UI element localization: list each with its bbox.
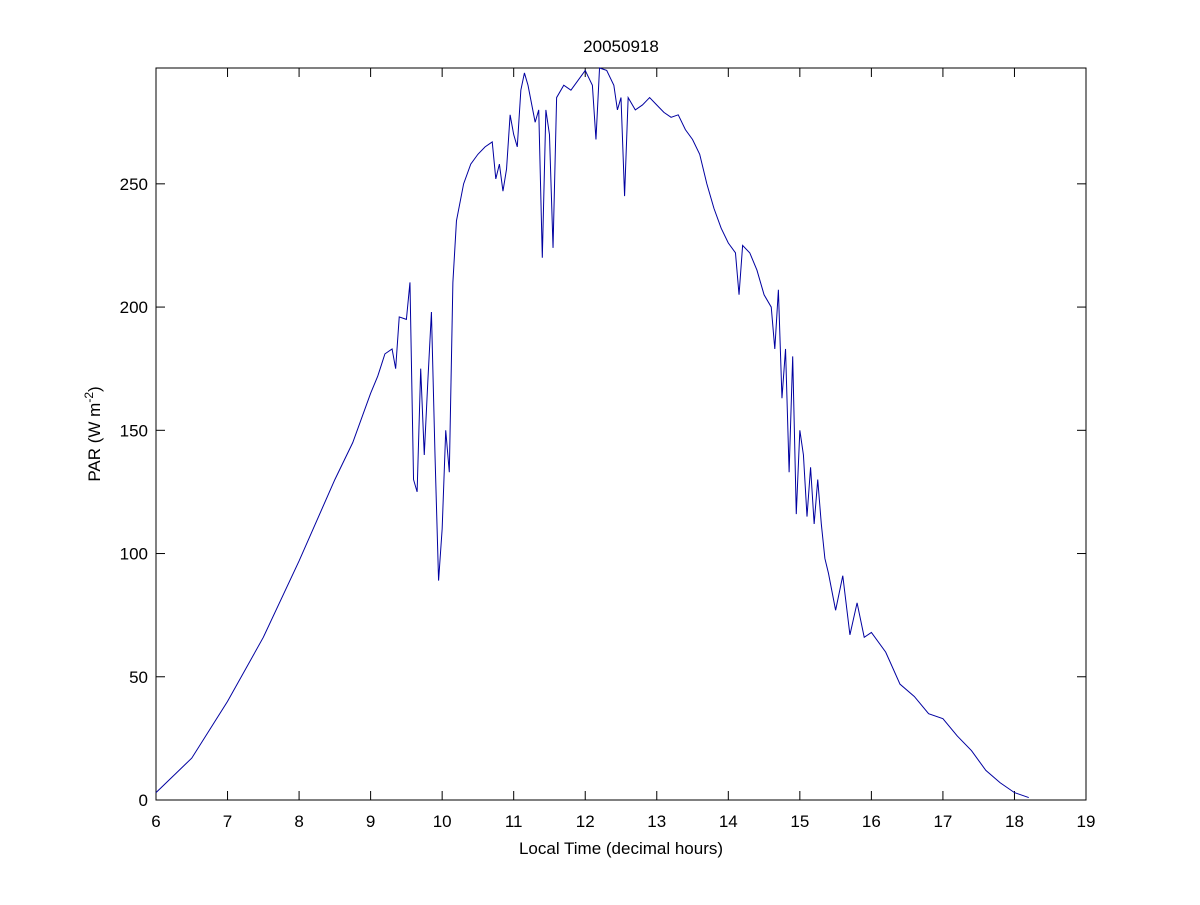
data-line: [155, 67, 1029, 799]
x-tick-label: 12: [576, 812, 595, 831]
x-tick-label: 9: [366, 812, 375, 831]
y-tick-label: 150: [120, 421, 148, 440]
x-tick-label: 16: [862, 812, 881, 831]
y-tick-label: 250: [120, 175, 148, 194]
y-label-sup: -2: [82, 392, 96, 403]
x-tick-label: 7: [223, 812, 232, 831]
x-tick-label: 15: [790, 812, 809, 831]
x-tick-label: 18: [1005, 812, 1024, 831]
y-label-text: PAR (W m: [85, 403, 104, 482]
y-tick-label: 100: [120, 545, 148, 564]
x-tick-label: 11: [505, 812, 523, 831]
x-axis-label: Local Time (decimal hours): [519, 839, 723, 858]
y-label-end: ): [85, 386, 104, 392]
y-tick-label: 0: [139, 791, 148, 810]
x-tick-label: 6: [151, 812, 160, 831]
x-tick-label: 8: [294, 812, 303, 831]
y-tick-label: 50: [129, 668, 148, 687]
chart-title: 20050918: [583, 37, 659, 56]
y-axis-label: PAR (W m-2): [82, 386, 104, 481]
plot-area: [155, 67, 1087, 801]
x-tick-label: 17: [933, 812, 952, 831]
y-tick-label: 200: [120, 298, 148, 317]
x-tick-label: 14: [719, 812, 738, 831]
x-tick-label: 19: [1077, 812, 1096, 831]
x-tick-label: 10: [433, 812, 452, 831]
x-tick-label: 13: [647, 812, 666, 831]
